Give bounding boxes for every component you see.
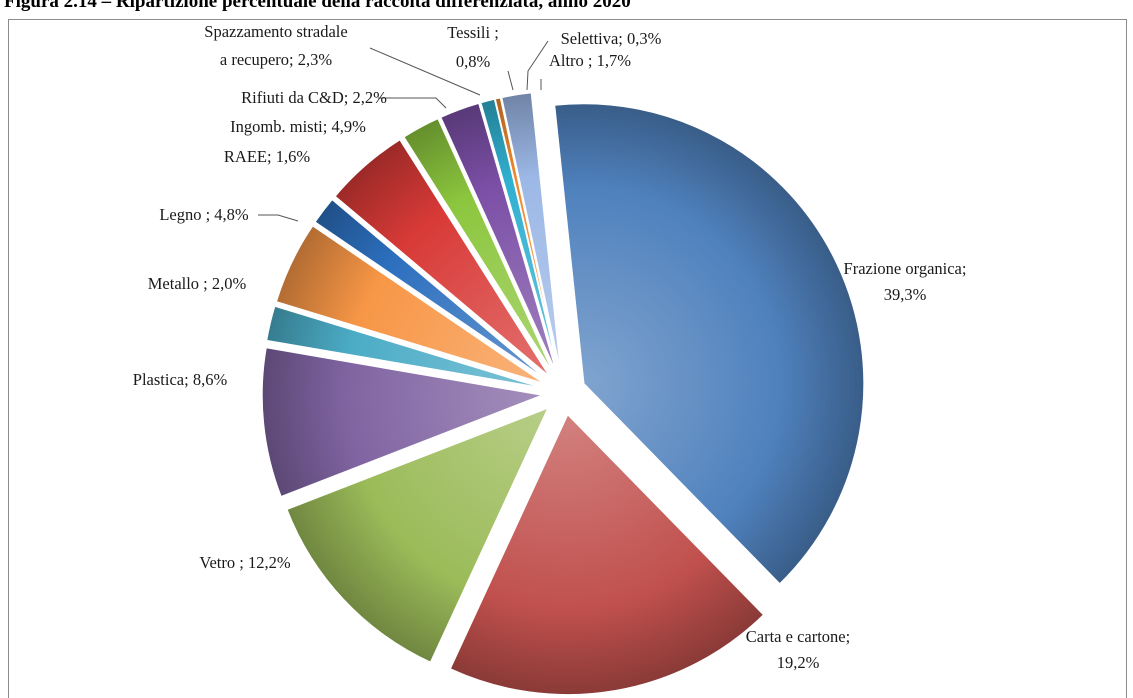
slice-label-line: Vetro ; 12,2% bbox=[199, 553, 290, 572]
slice-label-vetro: Vetro ; 12,2% bbox=[199, 553, 290, 572]
slice-label-line: 39,3% bbox=[884, 285, 927, 304]
slice-label-line: 19,2% bbox=[777, 653, 820, 672]
slice-label-tessili: Tessili ; 0,8% bbox=[447, 23, 499, 71]
slice-label-plastica: Plastica; 8,6% bbox=[133, 370, 228, 389]
pie-slice-frazione-organica bbox=[553, 103, 865, 585]
slice-label-frazione-organica: Frazione organica; 39,3% bbox=[844, 259, 967, 304]
pie-slice-altro bbox=[501, 92, 562, 372]
pie-slice-ingombranti-misti bbox=[334, 138, 551, 377]
pie-slice-tessili bbox=[480, 98, 560, 372]
slice-label-altro: Altro ; 1,7% bbox=[549, 51, 631, 70]
pie-slice-carta-cartone bbox=[449, 413, 765, 696]
slice-label-line: 0,8% bbox=[456, 52, 491, 71]
pie-slice-rifiuti-cd bbox=[403, 117, 555, 374]
slice-label-spazzamento-stradale: Spazzamento stradale a recupero; 2,3% bbox=[204, 22, 347, 69]
figure-title: Figura 2.14 – Ripartizione percentuale d… bbox=[4, 0, 631, 12]
slice-label-line: Metallo ; 2,0% bbox=[148, 274, 247, 293]
slice-label-line: Ingomb. misti; 4,9% bbox=[230, 117, 366, 136]
leader-line-tessili bbox=[507, 70, 514, 91]
slice-label-line: a recupero; 2,3% bbox=[220, 50, 332, 69]
slice-label-legno: Legno ; 4,8% bbox=[159, 205, 249, 224]
slice-label-line: Selettiva; 0,3% bbox=[561, 29, 662, 48]
slice-label-line: Rifiuti da C&D; 2,2% bbox=[241, 88, 387, 107]
leader-line-selettiva bbox=[526, 40, 549, 91]
labels-layer: Frazione organica; 39,3% Carta e cartone; 1… bbox=[133, 22, 967, 672]
pie-slice-vetro bbox=[286, 406, 550, 664]
slices-layer bbox=[261, 92, 865, 696]
pie-slice-selettiva bbox=[494, 97, 560, 372]
slice-label-line: Frazione organica; bbox=[844, 259, 967, 278]
leader-line-spazzamento-stradale bbox=[369, 47, 481, 96]
leader-line-legno bbox=[258, 214, 299, 222]
slice-label-metallo: Metallo ; 2,0% bbox=[148, 274, 247, 293]
pie-slice-legno bbox=[275, 224, 545, 385]
leader-line-rifiuti-cd bbox=[378, 97, 447, 109]
slice-label-line: Tessili ; bbox=[447, 23, 499, 42]
slice-label-line: Altro ; 1,7% bbox=[549, 51, 631, 70]
slice-label-line: Carta e cartone; bbox=[746, 627, 850, 646]
pie-slice-raee bbox=[314, 198, 547, 381]
slice-label-carta-cartone: Carta e cartone; 19,2% bbox=[746, 627, 850, 672]
slice-label-rifiuti-cd: Rifiuti da C&D; 2,2% bbox=[241, 88, 387, 107]
slice-label-line: Legno ; 4,8% bbox=[159, 205, 249, 224]
slice-label-selettiva: Selettiva; 0,3% bbox=[561, 29, 662, 48]
slice-label-ingombranti-misti: Ingomb. misti; 4,9% bbox=[230, 117, 366, 136]
pie-slice-spazzamento-stradale bbox=[440, 102, 557, 373]
slice-label-line: RAEE; 1,6% bbox=[224, 147, 310, 166]
slice-label-line: Plastica; 8,6% bbox=[133, 370, 228, 389]
pie-slice-plastica bbox=[261, 347, 545, 498]
slice-label-line: Spazzamento stradale bbox=[204, 22, 347, 41]
leader-lines-layer bbox=[258, 40, 549, 222]
pie-slice-metallo bbox=[265, 305, 543, 389]
slice-label-raee: RAEE; 1,6% bbox=[224, 147, 310, 166]
